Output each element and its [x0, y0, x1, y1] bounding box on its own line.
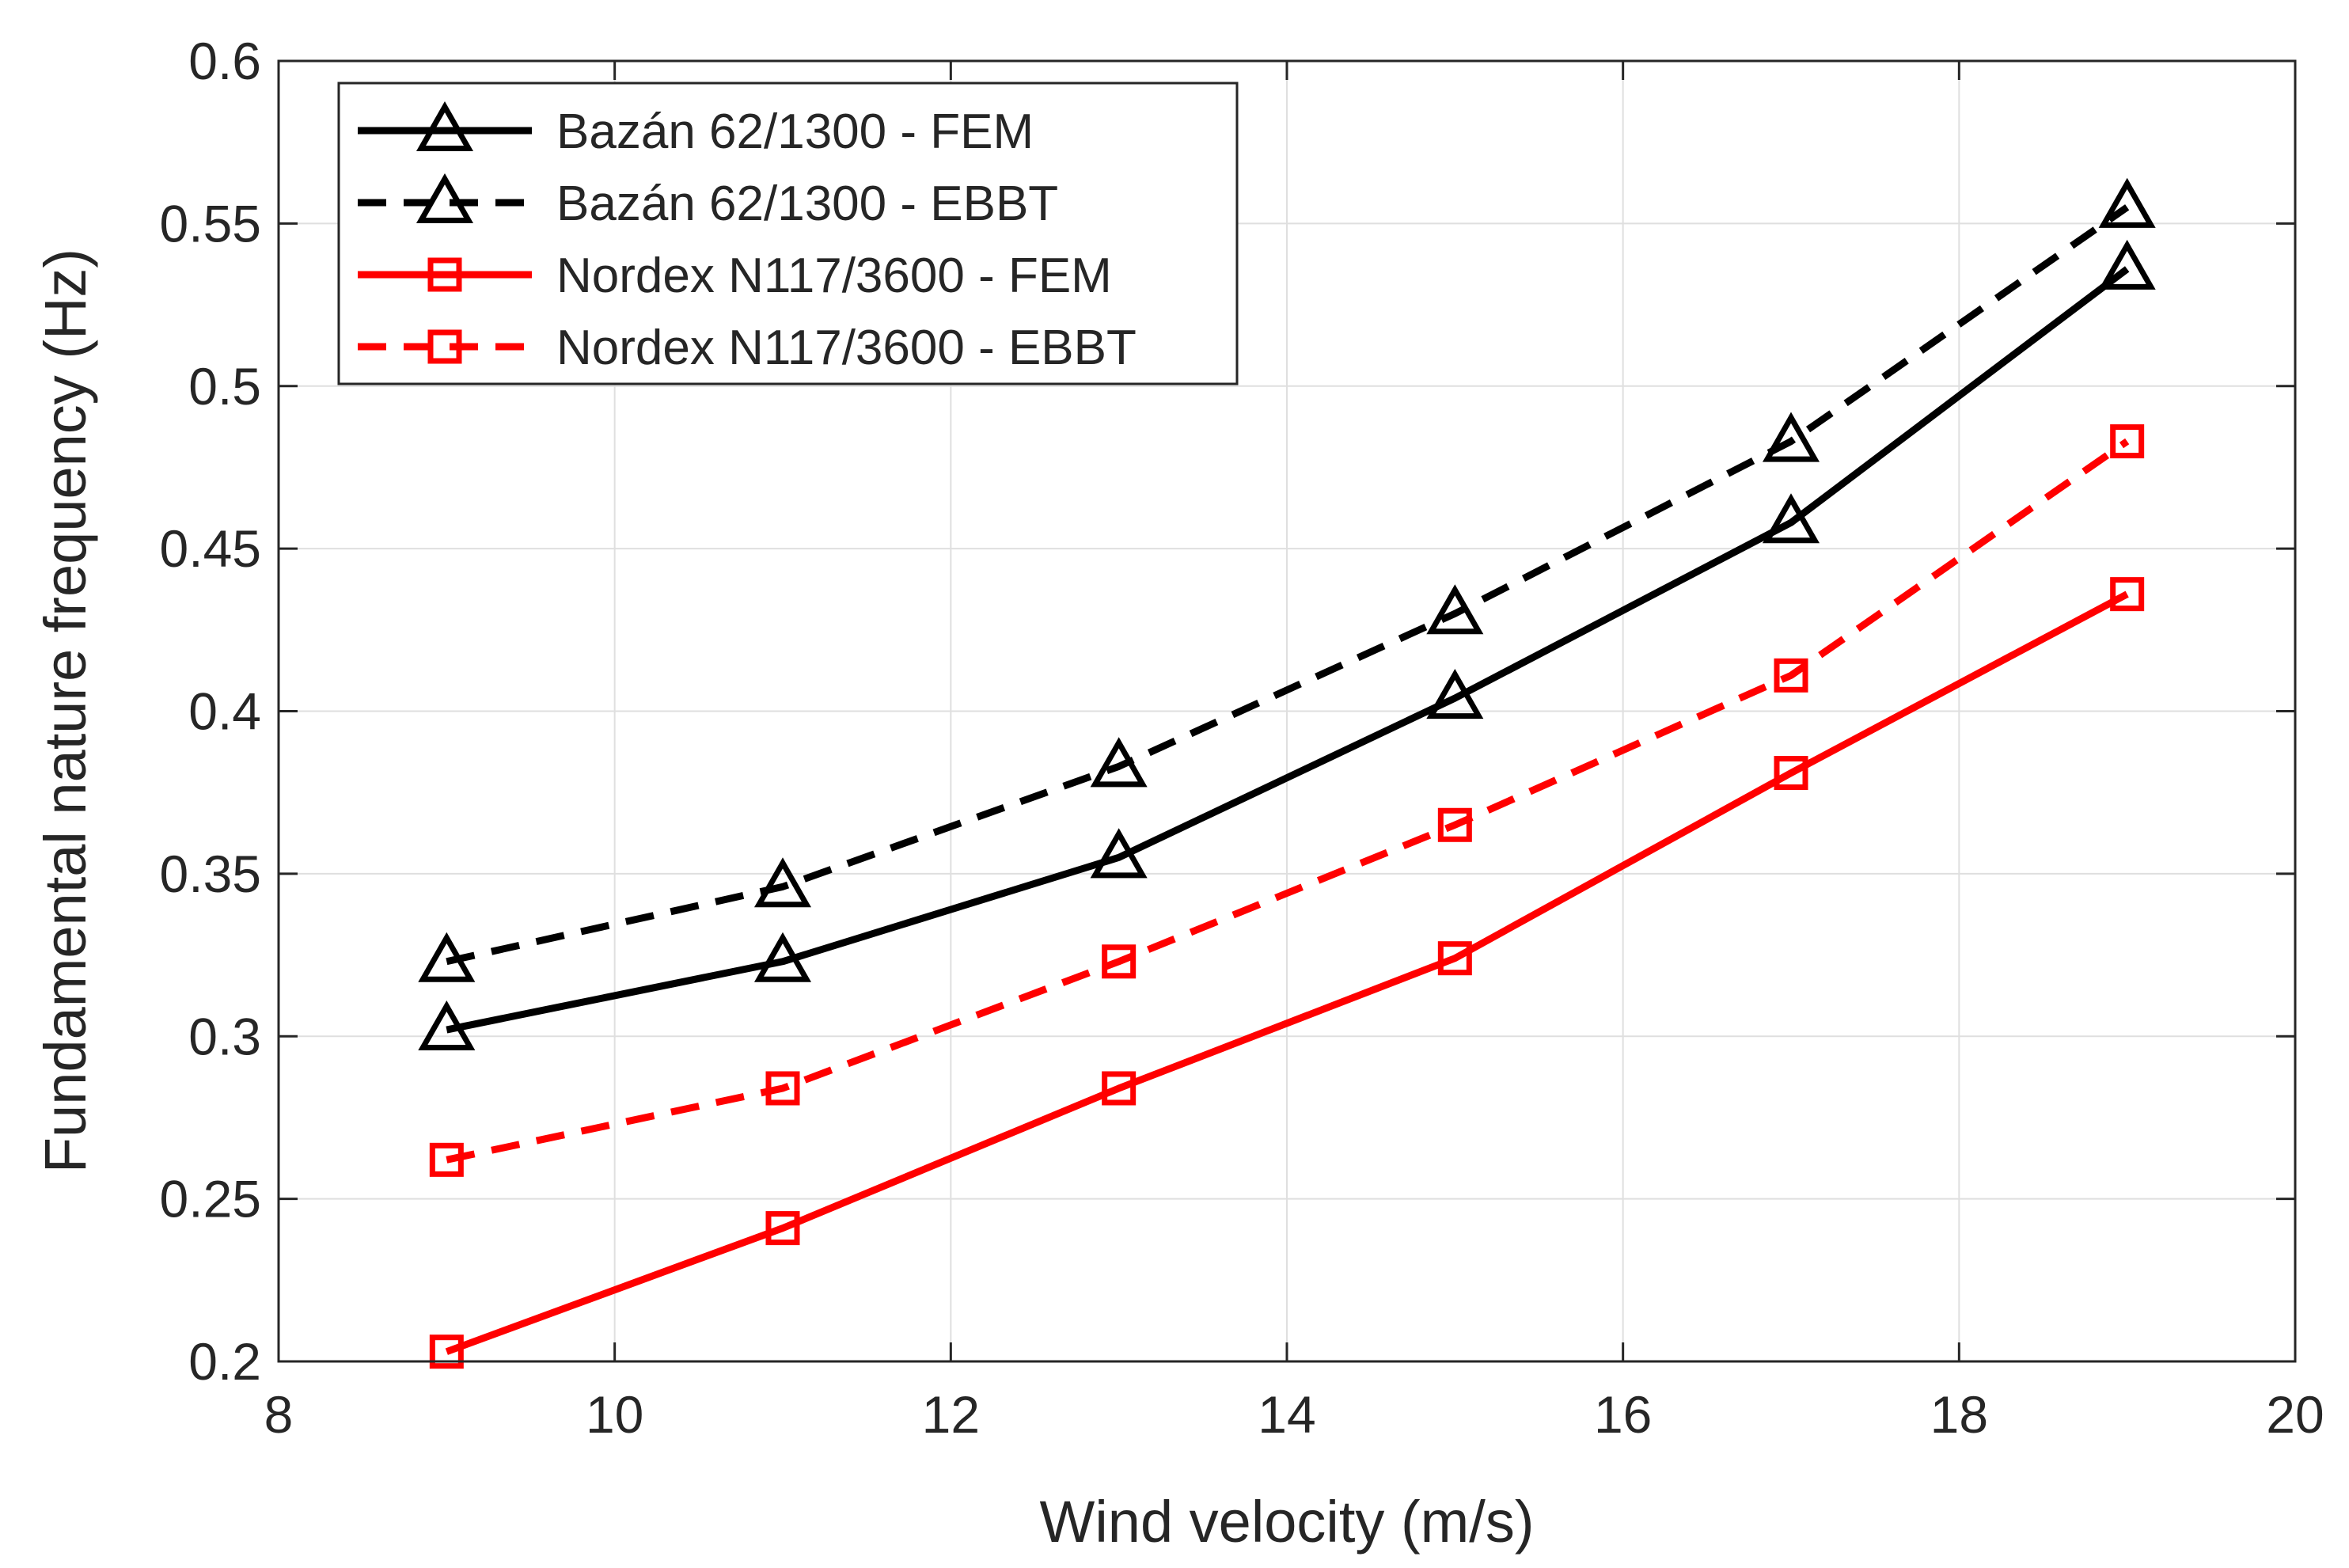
series-3	[429, 577, 2145, 1369]
square-marker	[429, 1142, 464, 1177]
legend-triangle-marker	[416, 101, 474, 151]
legend-item-3: Nordex N117/3600 - FEM	[358, 249, 1112, 303]
grid-lines	[279, 61, 2295, 1361]
series-line	[446, 204, 2130, 966]
triangle-marker	[753, 857, 812, 908]
legend-item-2: Bazán 62/1300 - EBBT	[358, 173, 1058, 231]
square-marker	[429, 1335, 464, 1369]
series-1	[418, 239, 2156, 1051]
triangle-marker	[418, 932, 476, 982]
triangle-marker	[1090, 737, 1148, 788]
triangle-marker	[1426, 669, 1484, 719]
square-marker	[1102, 944, 1137, 979]
x-tick-label: 14	[1258, 1385, 1315, 1444]
legend-square-marker	[427, 329, 462, 364]
triangle-marker	[1426, 584, 1484, 635]
legend-triangle-marker	[416, 173, 474, 223]
series-lines	[418, 177, 2156, 1369]
square-marker	[1774, 658, 1808, 693]
x-tick-label: 20	[2266, 1385, 2324, 1444]
square-marker	[765, 1071, 800, 1106]
legend-square-marker	[427, 257, 462, 292]
axis-ticks: 8 10 12 14 16 18 20 0.2 0.25 0.3 0.35 0.4 0.45 0.5 0.5…	[160, 32, 2324, 1444]
y-tick-label: 0.35	[160, 845, 261, 903]
x-tick-label: 18	[1930, 1385, 1988, 1444]
y-tick-label: 0.6	[188, 32, 261, 90]
x-axis-title: Wind velocity (m/s)	[1040, 1489, 1535, 1555]
x-tick-label: 16	[1594, 1385, 1652, 1444]
x-tick-label: 12	[922, 1385, 980, 1444]
legend-item-1: Bazán 62/1300 - FEM	[358, 101, 1034, 159]
y-tick-label: 0.45	[160, 519, 261, 578]
triangle-marker	[418, 1000, 476, 1051]
x-tick-label: 8	[264, 1385, 294, 1444]
y-tick-label: 0.25	[160, 1170, 261, 1228]
triangle-marker	[1762, 412, 1820, 462]
square-marker	[1774, 756, 1808, 791]
y-tick-label: 0.5	[188, 357, 261, 416]
series-line	[446, 266, 2130, 1034]
x-tick-label: 10	[586, 1385, 643, 1444]
series-2	[418, 177, 2156, 982]
y-tick-label: 0.55	[160, 194, 261, 252]
y-tick-label: 0.4	[188, 682, 261, 741]
y-tick-label: 0.3	[188, 1007, 261, 1065]
triangle-marker	[753, 932, 812, 982]
square-marker	[2110, 424, 2145, 459]
triangle-marker	[2098, 177, 2156, 228]
series-4	[429, 424, 2145, 1177]
series-line	[446, 438, 2130, 1164]
legend-item-4: Nordex N117/3600 - EBBT	[358, 321, 1137, 375]
y-axis-title: Fundamental nature frequency (Hz)	[32, 249, 98, 1173]
square-marker	[1437, 807, 1472, 842]
triangle-marker	[1762, 493, 1820, 544]
square-marker	[1437, 941, 1472, 976]
legend-label: Bazán 62/1300 - EBBT	[556, 177, 1058, 231]
triangle-marker	[1090, 828, 1148, 879]
y-tick-label: 0.2	[188, 1332, 261, 1391]
square-marker	[765, 1211, 800, 1246]
square-marker	[2110, 577, 2145, 612]
legend: Bazán 62/1300 - FEM Bazán 62/1300 - EBBT N…	[337, 82, 1239, 385]
series-line	[445, 590, 2129, 1355]
legend-label: Bazán 62/1300 - FEM	[556, 104, 1034, 159]
legend-label: Nordex N117/3600 - FEM	[556, 249, 1112, 303]
legend-label: Nordex N117/3600 - EBBT	[556, 321, 1137, 375]
square-marker	[1102, 1071, 1137, 1106]
triangle-marker	[2098, 239, 2156, 290]
